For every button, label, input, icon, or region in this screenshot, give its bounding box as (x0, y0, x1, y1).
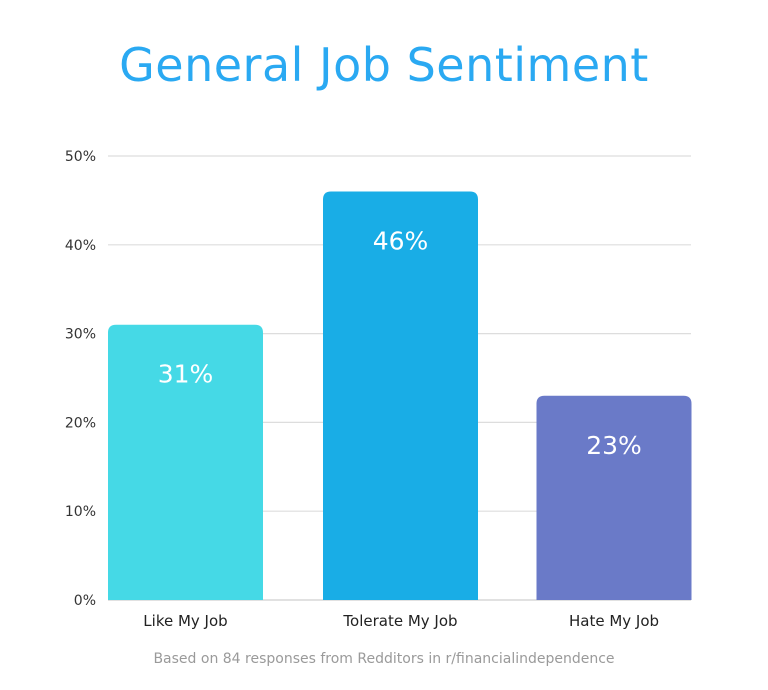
y-tick-label: 10% (65, 504, 96, 520)
x-tick-label: Tolerate My Job (342, 612, 457, 630)
chart-footnote: Based on 84 responses from Redditors in … (153, 651, 615, 667)
x-tick-label: Like My Job (143, 612, 227, 630)
data-label: 23% (586, 431, 642, 460)
bar-like-my-job (108, 324, 263, 600)
data-label: 31% (158, 360, 214, 389)
x-tick-label: Hate My Job (569, 612, 659, 630)
y-tick-label: 20% (65, 415, 96, 431)
y-tick-label: 50% (65, 149, 96, 165)
y-tick-label: 0% (74, 593, 96, 609)
y-tick-label: 30% (65, 327, 96, 343)
y-tick-label: 40% (65, 238, 96, 254)
bar-hate-my-job (536, 395, 692, 600)
data-label: 46% (373, 227, 429, 256)
chart-title: General Job Sentiment (119, 38, 649, 92)
bar-tolerate-my-job (323, 191, 478, 600)
